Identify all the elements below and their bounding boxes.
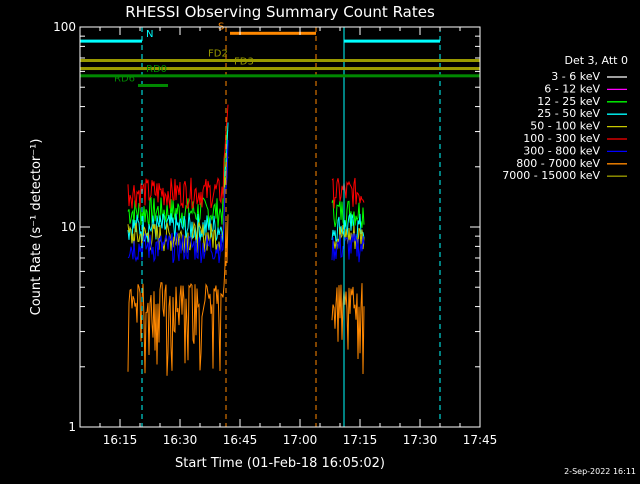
legend-label: 6 - 12 keV xyxy=(544,82,600,95)
chart-title: RHESSI Observing Summary Count Rates xyxy=(125,3,435,21)
legend-label: 300 - 800 keV xyxy=(523,144,600,157)
flag-label-rd0: RD0 xyxy=(146,64,167,75)
flag-label-n: N xyxy=(146,29,153,40)
series-100-300keV xyxy=(127,104,365,209)
legend-label: 25 - 50 keV xyxy=(537,107,600,120)
legend-label: 7000 - 15000 keV xyxy=(502,169,600,182)
y-tick-label: 100 xyxy=(53,20,76,34)
flag-bar-fd2 xyxy=(80,58,480,62)
flag-bar-s xyxy=(230,31,316,35)
series-800-7000keV xyxy=(127,214,365,376)
flag-bar-rd6 xyxy=(138,83,168,87)
legend-label: 100 - 300 keV xyxy=(523,132,600,145)
flag-label-rd6: RD6 xyxy=(114,73,135,84)
series-line xyxy=(331,212,365,243)
legend-label: 3 - 6 keV xyxy=(551,70,600,83)
x-tick-label: 17:45 xyxy=(463,433,498,447)
footer-date: 2-Sep-2022 16:11 xyxy=(564,467,636,476)
legend-label: 800 - 7000 keV xyxy=(516,157,600,170)
flag-bar-rd0 xyxy=(80,74,480,78)
flag-bar-n xyxy=(80,39,142,43)
series-line xyxy=(331,177,365,209)
flag-bar-n xyxy=(344,39,440,43)
series-12-25keV xyxy=(127,130,365,228)
x-tick-label: 17:15 xyxy=(343,433,378,447)
legend-label: 50 - 100 keV xyxy=(530,120,600,133)
series-line xyxy=(127,214,229,376)
x-tick-label: 16:30 xyxy=(163,433,198,447)
legend-label: 12 - 25 keV xyxy=(537,95,600,108)
y-tick-label: 1 xyxy=(68,420,76,434)
series-line xyxy=(127,104,229,209)
x-tick-label: 17:30 xyxy=(403,433,438,447)
flag-label-fd2: FD2 xyxy=(208,48,228,59)
y-axis-label: Count Rate (s⁻¹ detector⁻¹) xyxy=(29,139,44,316)
series-25-50keV xyxy=(127,122,365,244)
series-line xyxy=(127,156,229,254)
series-line xyxy=(127,139,229,264)
x-tick-label: 17:00 xyxy=(283,433,318,447)
series-line xyxy=(331,283,365,375)
series-line xyxy=(331,233,365,263)
x-tick-label: 16:15 xyxy=(103,433,138,447)
legend-header: Det 3, Att 0 xyxy=(565,54,629,67)
x-axis-label: Start Time (01-Feb-18 16:05:02) xyxy=(175,456,385,471)
x-tick-label: 16:45 xyxy=(223,433,258,447)
flag-label-fd3: FD3 xyxy=(234,57,254,68)
series-line xyxy=(127,122,229,244)
flag-bar-fd3 xyxy=(80,67,480,71)
series-300-800keV xyxy=(127,139,365,264)
series-line xyxy=(331,199,365,228)
series-line xyxy=(127,130,229,228)
y-tick-label: 10 xyxy=(61,220,76,234)
axes: 16:15 16:30 16:45 17:00 17:15 17:30 17:45 1 10 10… xyxy=(53,20,497,447)
